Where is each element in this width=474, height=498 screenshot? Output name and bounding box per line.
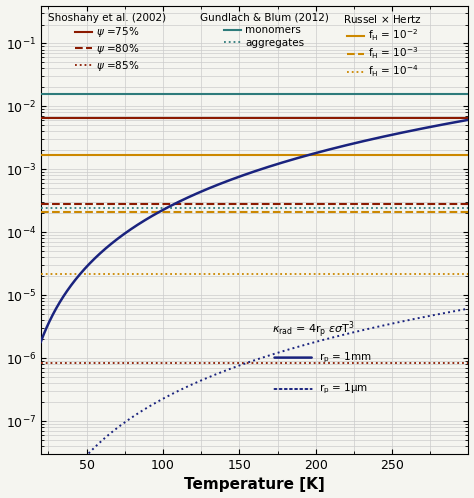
Text: $\kappa_\mathregular{rad}$ = 4r$_\mathregular{p}$ $\varepsilon\sigma$T$^3$: $\kappa_\mathregular{rad}$ = 4r$_\mathre…: [272, 320, 355, 341]
Text: r$_\mathregular{p}$ = 1mm: r$_\mathregular{p}$ = 1mm: [319, 351, 371, 365]
Text: r$_\mathregular{p}$ = 1μm: r$_\mathregular{p}$ = 1μm: [319, 382, 368, 396]
Legend: f$_\mathregular{H}$ = 10$^{-2}$, f$_\mathregular{H}$ = 10$^{-3}$, f$_\mathregula: f$_\mathregular{H}$ = 10$^{-2}$, f$_\mat…: [341, 11, 424, 82]
X-axis label: Temperature [K]: Temperature [K]: [184, 478, 325, 493]
